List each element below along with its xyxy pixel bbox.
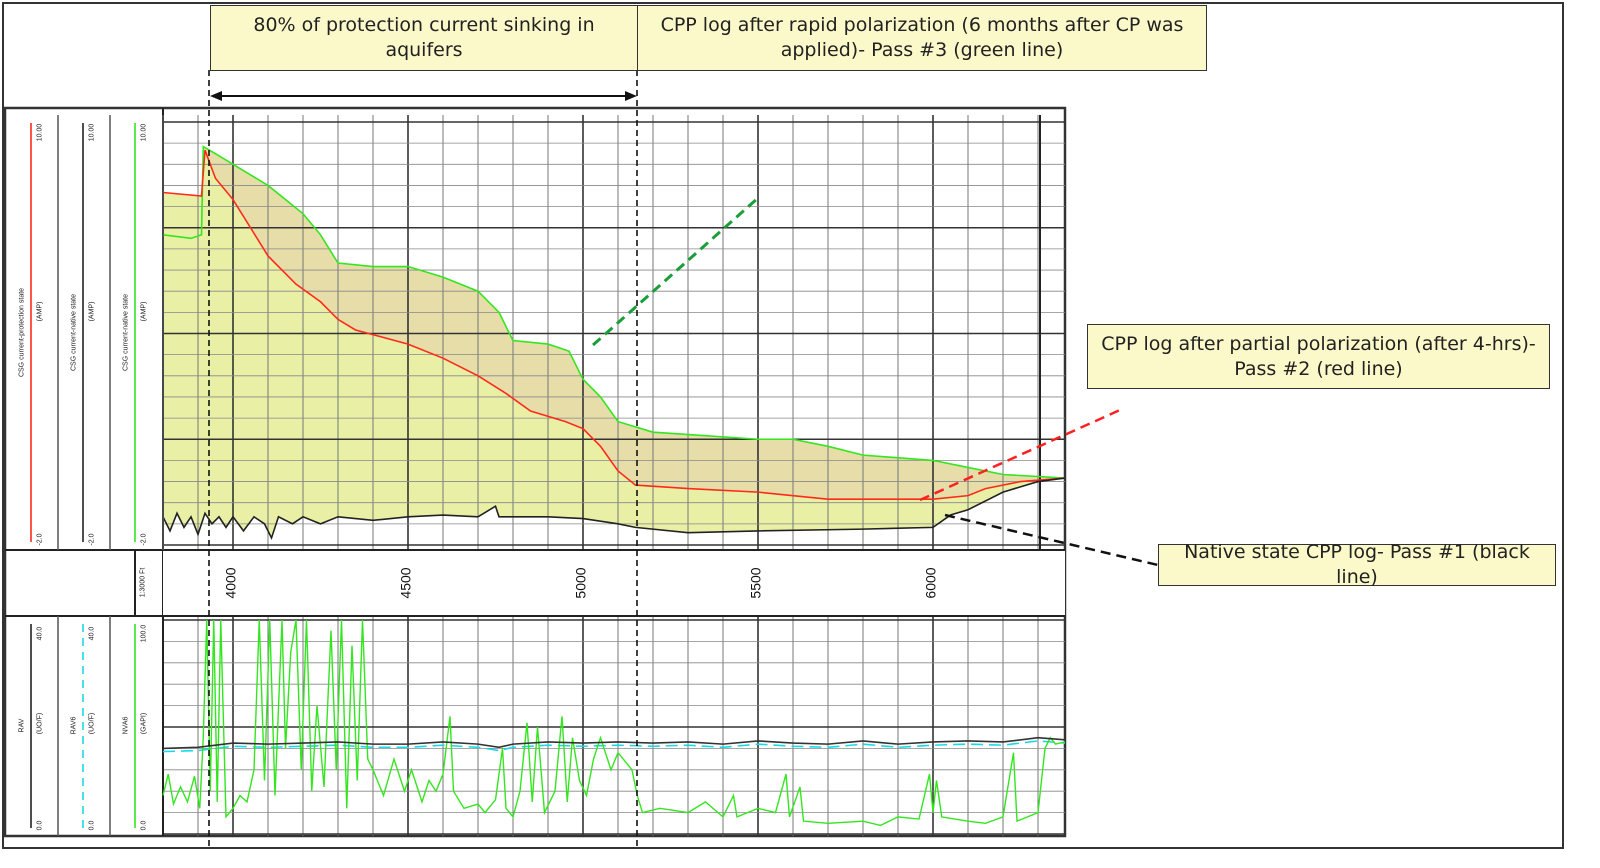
header-curve-unit: (GAPI)	[140, 712, 148, 735]
header-scale-min: -2.0	[36, 533, 44, 546]
series-rav6-cyan	[162, 740, 1066, 753]
header-scale-min: 0.0	[36, 820, 44, 831]
header-curve-unit: (UO/F)	[88, 712, 96, 735]
annotation-pass1: Native state CPP log- Pass #1 (black lin…	[1158, 541, 1556, 588]
annotation-pass2: CPP log after partial polarization (afte…	[1087, 324, 1550, 389]
series-nva6-green	[162, 619, 1066, 827]
depth-scale-label: 1:3000 Ft	[139, 567, 147, 598]
header-scale-min: 0.0	[88, 820, 96, 831]
series-pass3-green	[162, 145, 1065, 479]
outer-frame	[2, 2, 1564, 849]
header-scale-min: -2.0	[88, 533, 96, 546]
header-curve-unit: (UO/F)	[36, 712, 44, 735]
arrowhead-right	[625, 91, 637, 101]
header-scale-max: 10.00	[36, 123, 44, 142]
header-curve-name: CSG current-native state	[70, 293, 78, 371]
header-curve-name: CSG current-protection state	[18, 287, 26, 377]
header-scale-max: 10.00	[88, 123, 96, 142]
leader-pass1	[944, 513, 1159, 567]
header-curve-name: RAV	[18, 718, 26, 733]
leader-pass2	[919, 408, 1121, 502]
header-curve-unit: (AMP)	[140, 301, 148, 321]
series-pass2-red	[162, 149, 1066, 500]
arrowhead-left	[210, 91, 222, 101]
fill-pass2-to-pass1	[163, 150, 1065, 538]
header-scale-min: 0.0	[140, 820, 148, 831]
header-curve-name: CSG current-native state	[122, 293, 130, 371]
depth-tick-label: 5500	[747, 567, 764, 599]
header-curve-name: RAV6	[70, 716, 78, 735]
header-curve-unit: (AMP)	[36, 301, 44, 321]
series-rav-black	[162, 736, 1066, 750]
depth-tick-label: 4500	[397, 567, 414, 599]
header-curve-name: NVA6	[122, 716, 130, 735]
annotation-aquifer: 80% of protection current sinking in aqu…	[210, 5, 638, 71]
header-scale-max: 100.0	[140, 624, 148, 643]
depth-tick-label: 6000	[922, 567, 939, 599]
header-scale-max: 40.0	[88, 626, 96, 641]
annotation-pass3: CPP log after rapid polarization (6 mont…	[637, 5, 1207, 71]
series-pass1-black	[162, 477, 1066, 541]
depth-track	[163, 551, 1065, 615]
header-scale-min: -2.0	[140, 533, 148, 546]
depth-tick-label: 4000	[222, 567, 239, 599]
header-scale-max: 10.00	[140, 123, 148, 142]
header-curve-unit: (AMP)	[88, 301, 96, 321]
header-scale-max: 40.0	[36, 626, 44, 641]
depth-tick-label: 5000	[572, 567, 589, 599]
leader-pass3	[592, 196, 759, 347]
